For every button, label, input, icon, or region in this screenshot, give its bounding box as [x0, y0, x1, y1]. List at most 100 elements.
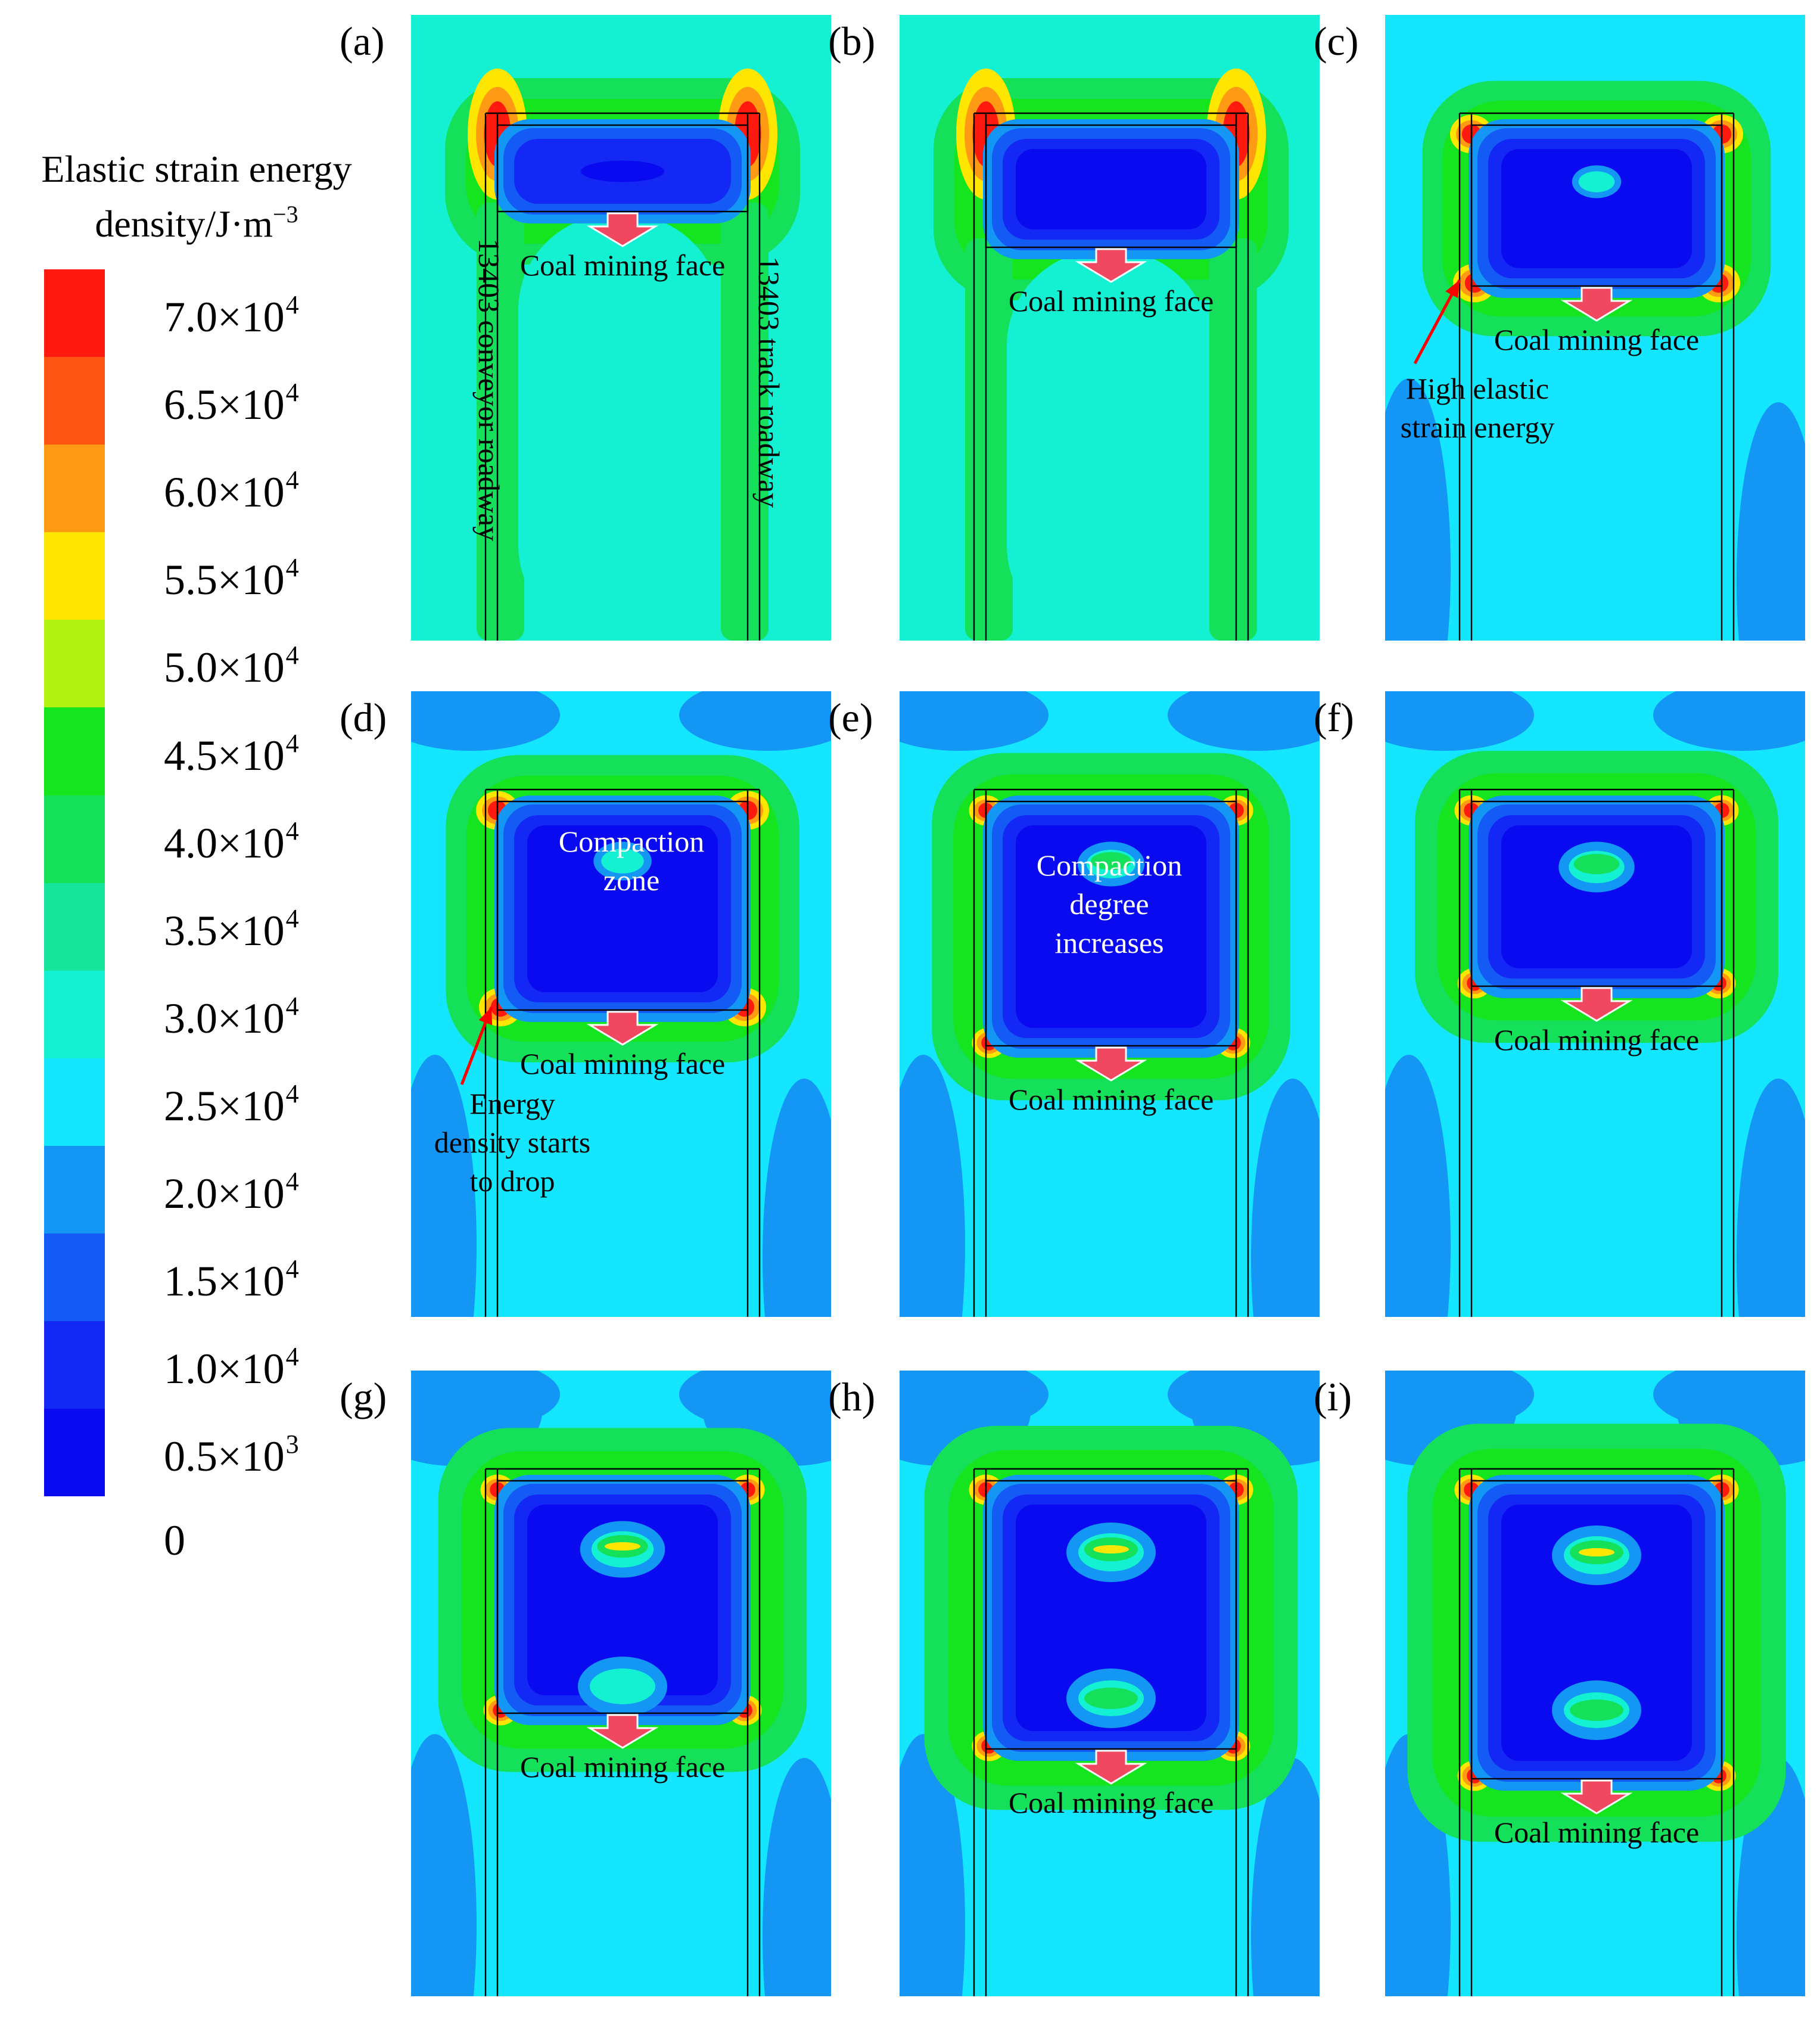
goaf-region [1016, 825, 1206, 1028]
tick-exponent: 4 [285, 816, 299, 846]
legend-title-unit: density/J·m [95, 203, 273, 245]
contour-region [900, 1734, 965, 1996]
legend-title-line1: Elastic strain energy [41, 148, 352, 190]
goaf-region [1501, 825, 1692, 968]
tick-mantissa: 6.0×10 [164, 468, 285, 517]
compaction-zone [1573, 854, 1620, 874]
contour-region [1168, 691, 1320, 751]
panel-label: (a) [340, 18, 385, 64]
goaf-boundary-line [985, 1480, 1237, 1750]
contour-region [1251, 1079, 1320, 1317]
tick-exponent: 4 [285, 553, 299, 583]
advance-arrow-icon [1075, 1046, 1147, 1082]
tick-exponent: 4 [285, 991, 299, 1021]
compaction-zone [605, 1542, 640, 1551]
colorbar-segment [44, 707, 105, 796]
goaf-region [527, 1505, 718, 1695]
tick-exponent: 4 [285, 1342, 299, 1372]
goaf-boundary-line [985, 124, 1237, 248]
legend-title-line2: density/J·m−3 [0, 203, 393, 243]
tick-exponent: 4 [285, 290, 299, 319]
colorbar-tick-label: 3.5×104 [164, 903, 299, 952]
contour-panel-a: (a) Coal mining face [340, 15, 831, 641]
contour-panel-d: (d) Coal mining face [340, 691, 831, 1317]
advance-arrow-icon [1075, 248, 1147, 283]
contour-region [965, 238, 1013, 641]
colorbar-tick-label: 0.5×103 [164, 1431, 299, 1478]
contour-map [900, 691, 1320, 1317]
goaf-boundary-line [496, 124, 749, 213]
coal-mining-face-label: Coal mining face [519, 248, 726, 282]
tick-mantissa: 2.5×10 [164, 1082, 285, 1130]
advance-arrow-icon [1560, 287, 1633, 322]
colorbar-tick-label: 6.0×104 [164, 467, 299, 514]
contour-panel-f: (f) Coal mining face [1314, 691, 1805, 1317]
advance-arrow-icon [586, 212, 659, 247]
colorbar-tick-label: 5.0×104 [164, 642, 299, 689]
tick-exponent: 4 [285, 378, 299, 408]
tick-mantissa: 4.5×10 [164, 731, 285, 779]
colorbar-segment [44, 970, 105, 1058]
advance-arrow-icon [1560, 987, 1633, 1022]
coal-mining-face-label: Coal mining face [519, 1750, 726, 1784]
panel-label: (h) [828, 1374, 876, 1419]
colorbar-segment [44, 445, 105, 533]
tick-exponent: 4 [285, 728, 299, 758]
contour-map [900, 1371, 1320, 1996]
contour-map [1385, 691, 1805, 1317]
goaf-boundary-line [985, 800, 1237, 1047]
colorbar [44, 269, 105, 1497]
contour-map [411, 15, 831, 641]
colorbar-legend: Elastic strain energy density/J·m−3 7.0×… [0, 0, 381, 2032]
compaction-zone-annotation: Compaction [558, 825, 705, 858]
energy-drop-annotation: to drop [469, 1164, 555, 1198]
advance-arrow-icon [586, 1714, 659, 1749]
colorbar-segment [44, 1234, 105, 1322]
tick-exponent: 4 [285, 903, 299, 933]
colorbar-tick-label: 6.5×104 [164, 378, 299, 427]
contour-panel-e: (e) Coal mining face [828, 691, 1320, 1317]
contour-region [900, 691, 1049, 751]
energy-drop-annotation: density starts [434, 1126, 591, 1159]
contour-region [411, 691, 560, 751]
legend-title-exponent: −3 [273, 201, 298, 228]
coal-mining-face-label: Coal mining face [1494, 1816, 1700, 1849]
colorbar-tick-label: 0 [164, 1519, 185, 1562]
coal-mining-face-label: Coal mining face [1008, 284, 1214, 318]
compaction-zone [1570, 1699, 1623, 1721]
compaction-degree-annotation: degree [1069, 887, 1149, 921]
coal-mining-face-label: Coal mining face [1008, 1083, 1214, 1116]
colorbar-segment [44, 620, 105, 708]
colorbar-tick-label: 3.0×104 [164, 993, 299, 1040]
panel-label: (i) [1314, 1374, 1352, 1419]
colorbar-tick-label: 2.0×104 [164, 1169, 299, 1216]
colorbar-segment [44, 1145, 105, 1234]
contour-region [679, 691, 831, 751]
contour-map [411, 691, 831, 1317]
contour-region [1007, 250, 1209, 641]
colorbar-segment [44, 269, 105, 358]
compaction-zone [1579, 1548, 1614, 1556]
tick-exponent: 4 [285, 1079, 299, 1108]
contour-region [477, 203, 524, 641]
panel-label: (e) [828, 695, 873, 740]
contour-map [1385, 1371, 1805, 1996]
panel-label: (b) [828, 18, 876, 64]
colorbar-segment [44, 1409, 105, 1497]
tick-exponent: 3 [285, 1430, 299, 1459]
tick-exponent: 4 [285, 641, 299, 670]
goaf-boundary-line [496, 1480, 749, 1714]
colorbar-segment [44, 532, 105, 620]
energy-drop-annotation: Energy [469, 1087, 555, 1120]
track-roadway-label: 13403 track roadway [752, 256, 786, 508]
tick-exponent: 4 [285, 465, 299, 495]
advance-arrow-icon [1560, 1779, 1633, 1814]
contour-region [1737, 402, 1805, 641]
contour-region [1209, 238, 1257, 641]
contour-panel-g: (g) Coal mining face [340, 1371, 831, 1996]
panel-label: (g) [340, 1374, 387, 1419]
compaction-zone [1578, 171, 1615, 192]
contour-region [721, 203, 769, 641]
contour-region [900, 1055, 965, 1317]
